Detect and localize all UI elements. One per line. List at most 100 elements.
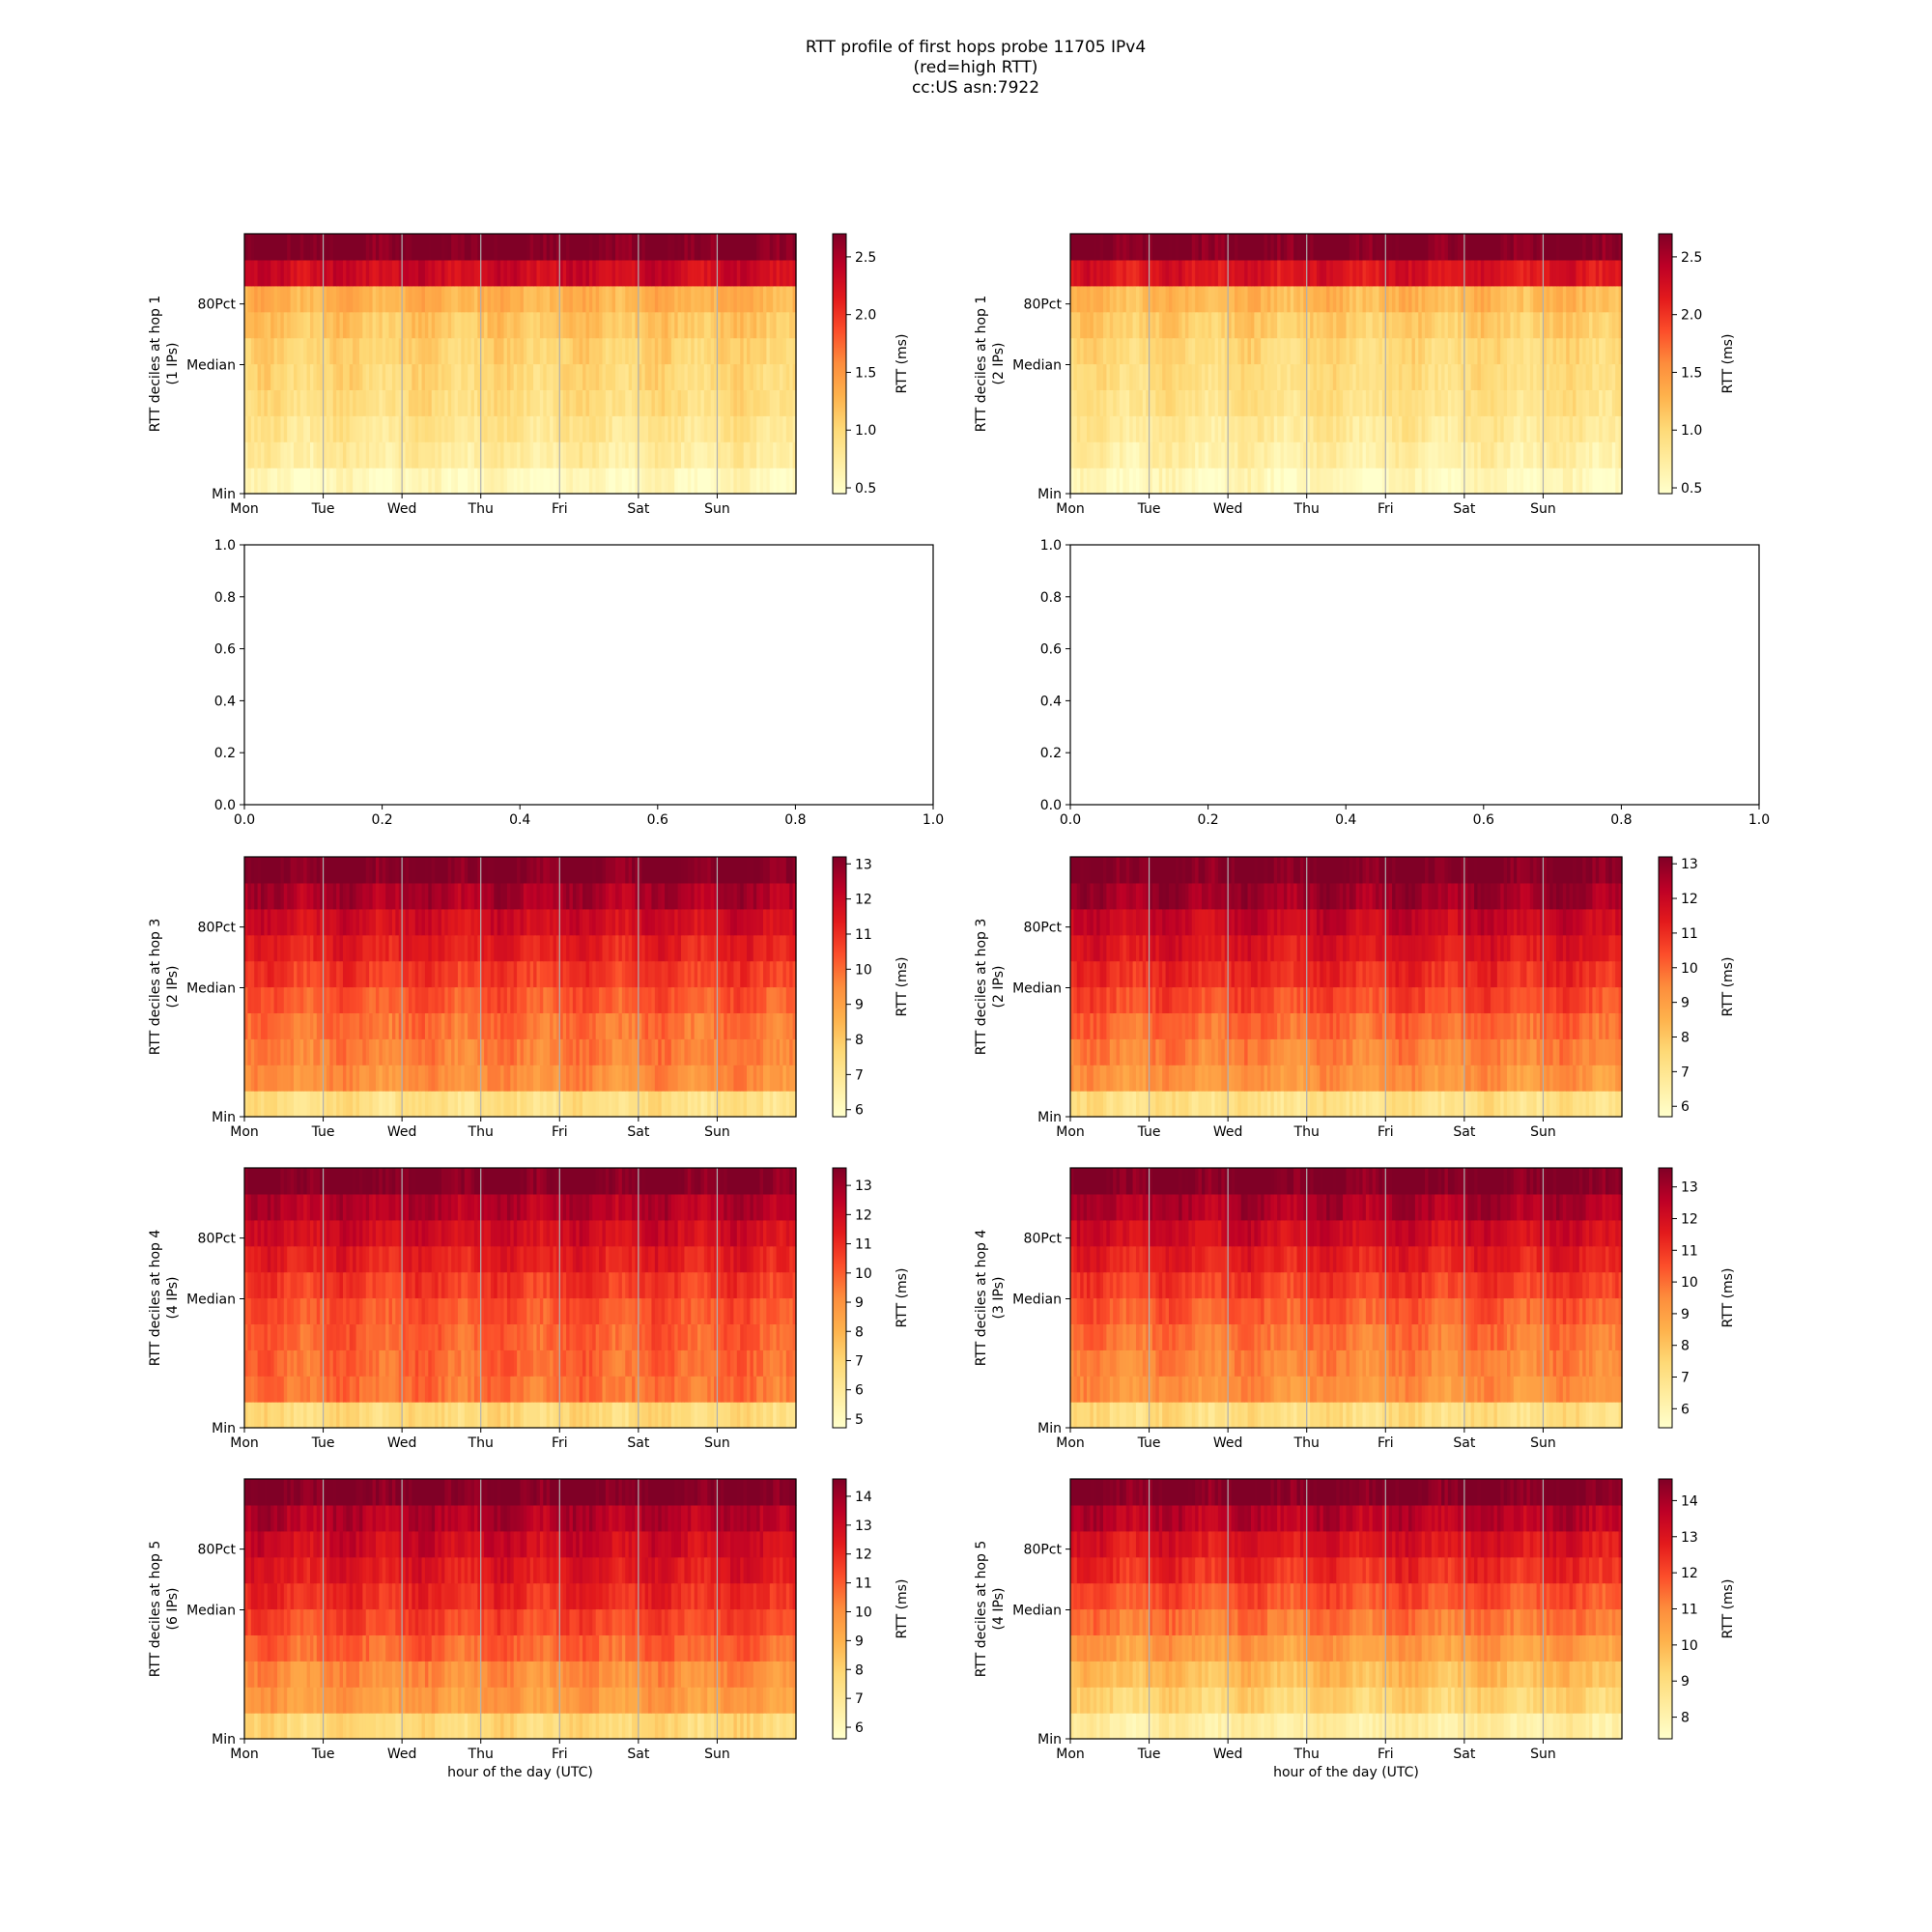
heatmap-cell: [726, 311, 731, 339]
heatmap-cell: [1592, 337, 1597, 365]
heatmap-cell: [1493, 311, 1498, 339]
heatmap-cell: [260, 882, 265, 910]
heatmap-cell: [726, 363, 731, 390]
heatmap-cell: [674, 234, 679, 261]
heatmap-cell: [414, 882, 419, 910]
heatmap-cell: [1188, 415, 1193, 442]
heatmap-cell: [414, 363, 419, 390]
heatmap-cell: [724, 415, 728, 442]
heatmap-cell: [1369, 363, 1374, 390]
heatmap-cell: [503, 259, 508, 287]
heatmap-cell: [451, 468, 456, 495]
heatmap-cell: [309, 415, 314, 442]
heatmap-cell: [1228, 415, 1233, 442]
heatmap-cell: [730, 468, 735, 495]
heatmap-cell: [470, 337, 475, 365]
heatmap-cell: [1320, 337, 1324, 365]
heatmap-cell: [306, 1065, 311, 1092]
heatmap-cell: [559, 389, 564, 416]
heatmap-cell: [635, 415, 639, 442]
heatmap-cell: [520, 311, 525, 339]
heatmap-cell: [1523, 441, 1528, 469]
heatmap-cell: [470, 259, 475, 287]
heatmap-cell: [303, 468, 308, 495]
heatmap-cell: [480, 389, 485, 416]
heatmap-cell: [1234, 415, 1238, 442]
heatmap-cell: [700, 259, 705, 287]
heatmap-cell: [618, 415, 623, 442]
heatmap-cell: [513, 441, 518, 469]
heatmap-cell: [658, 363, 663, 390]
heatmap-cell: [543, 311, 548, 339]
heatmap-cell: [247, 415, 252, 442]
x-tick-label: Fri: [552, 501, 568, 517]
heatmap-cell: [297, 234, 301, 261]
heatmap-cell: [609, 363, 613, 390]
heatmap-cell: [1320, 415, 1324, 442]
heatmap-cell: [1332, 363, 1337, 390]
heatmap-cell: [451, 259, 456, 287]
heatmap-cell: [654, 389, 659, 416]
heatmap-cell: [1198, 468, 1203, 495]
heatmap-cell: [346, 311, 351, 339]
heatmap-cell: [1513, 311, 1518, 339]
heatmap-cell: [635, 234, 639, 261]
heatmap-cell: [306, 441, 311, 469]
heatmap-cell: [1326, 415, 1331, 442]
heatmap-cell: [247, 285, 252, 313]
heatmap-cell: [1540, 363, 1545, 390]
heatmap-cell: [543, 337, 548, 365]
heatmap-cell: [1139, 441, 1144, 469]
heatmap-cell: [244, 441, 248, 469]
heatmap-cell: [477, 363, 482, 390]
heatmap-cell: [1287, 363, 1292, 390]
heatmap-cell: [1247, 415, 1252, 442]
heatmap-cell: [395, 337, 400, 365]
heatmap-cell: [500, 259, 505, 287]
heatmap-cell: [257, 285, 262, 313]
heatmap-cell: [316, 908, 321, 936]
heatmap-cell: [431, 389, 436, 416]
heatmap-cell: [372, 389, 377, 416]
heatmap-cell: [1155, 415, 1160, 442]
heatmap-cell: [484, 986, 489, 1013]
heatmap-cell: [1184, 389, 1189, 416]
heatmap-cell: [273, 259, 278, 287]
heatmap-cell: [707, 415, 712, 442]
heatmap-cell: [323, 415, 327, 442]
heatmap-cell: [1195, 363, 1200, 390]
heatmap-cell: [615, 363, 620, 390]
heatmap-cell: [1503, 311, 1508, 339]
heatmap-cell: [1329, 389, 1334, 416]
heatmap-cell: [1205, 441, 1209, 469]
heatmap-cell: [714, 363, 719, 390]
heatmap-cell: [287, 311, 292, 339]
heatmap-cell: [1162, 363, 1167, 390]
heatmap-cell: [510, 389, 515, 416]
heatmap-cell: [1231, 441, 1236, 469]
heatmap-cell: [270, 363, 275, 390]
heatmap-cell: [414, 234, 419, 261]
heatmap-cell: [539, 259, 544, 287]
heatmap-cell: [385, 441, 390, 469]
heatmap-cell: [1362, 468, 1367, 495]
x-tick-label: 0.4: [509, 812, 530, 828]
heatmap-cell: [438, 415, 442, 442]
heatmap-cell: [1316, 311, 1321, 339]
heatmap-cell: [595, 259, 600, 287]
heatmap-cell: [582, 468, 587, 495]
heatmap-cell: [1208, 311, 1212, 339]
heatmap-cell: [1228, 468, 1233, 495]
heatmap-cell: [412, 415, 416, 442]
heatmap-cell: [1573, 389, 1577, 416]
heatmap-cell: [1467, 363, 1472, 390]
heatmap-cell: [369, 234, 374, 261]
heatmap-cell: [332, 285, 337, 313]
heatmap-cell: [661, 285, 666, 313]
heatmap-cell: [494, 363, 498, 390]
heatmap-cell: [546, 259, 551, 287]
heatmap-cell: [336, 337, 341, 365]
heatmap-cell: [677, 285, 682, 313]
heatmap-cell: [740, 415, 745, 442]
heatmap-cell: [280, 285, 285, 313]
